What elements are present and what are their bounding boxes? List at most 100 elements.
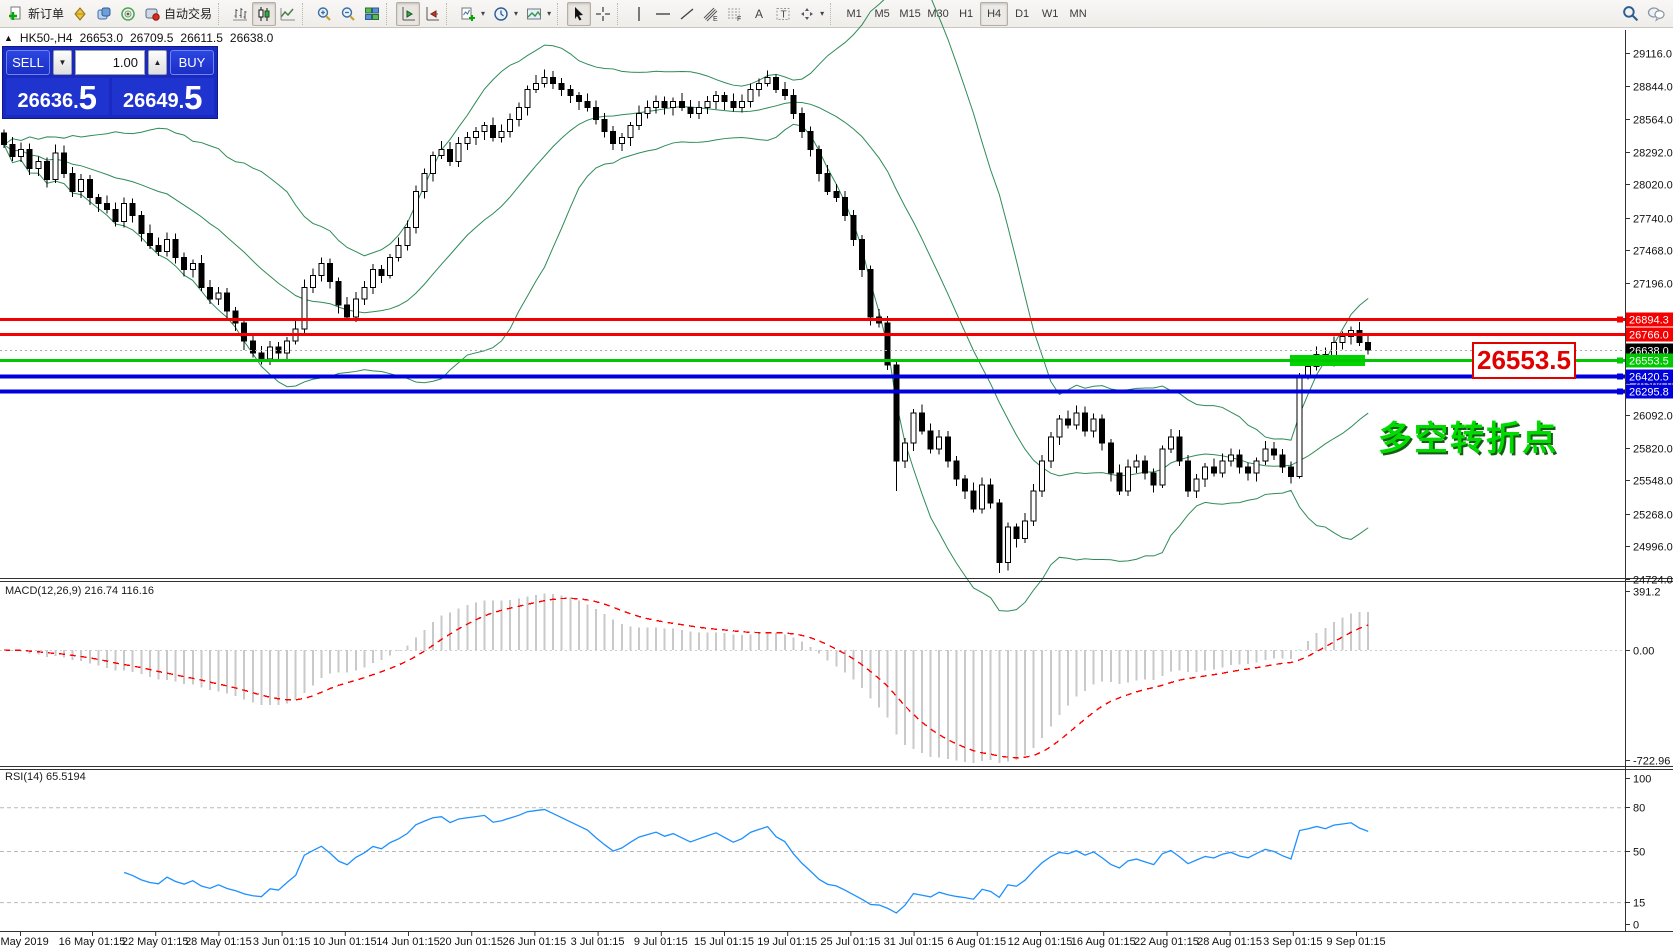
svg-text:3 Jul 01:15: 3 Jul 01:15	[571, 936, 625, 948]
svg-text:22 Aug 01:15: 22 Aug 01:15	[1134, 936, 1199, 948]
new-order-button[interactable]: 新订单	[4, 2, 68, 26]
price-axis[interactable]: 29116.0 28844.0 28564.0 28292.0 28020.0 27740…	[1625, 49, 1673, 932]
svg-text:391.2: 391.2	[1633, 587, 1661, 599]
fibonacci-icon: F	[728, 8, 741, 22]
sell-price[interactable]: 26636. 5	[6, 78, 109, 115]
tile-windows-button[interactable]	[360, 2, 384, 26]
rsi-panel	[0, 807, 1625, 914]
horizontal-line-icon	[656, 12, 671, 15]
tf-h1[interactable]: H1	[959, 7, 974, 20]
arrows-menu-button[interactable]: ▾	[795, 2, 828, 26]
svg-text:26 Jun 01:15: 26 Jun 01:15	[503, 936, 567, 948]
volume-input[interactable]: 1.00	[75, 50, 145, 75]
signals-button[interactable]	[116, 2, 140, 26]
sell-price-big-digit: 5	[78, 79, 98, 116]
buy-button[interactable]: BUY	[170, 50, 214, 75]
tf-mn[interactable]: MN	[1069, 7, 1087, 20]
zoom-out-button[interactable]	[336, 2, 360, 26]
svg-text:20 Jun 01:15: 20 Jun 01:15	[439, 936, 503, 948]
text-label-icon: T	[776, 7, 790, 20]
line-chart-button[interactable]	[276, 2, 300, 26]
svg-text:26766.0: 26766.0	[1629, 330, 1669, 342]
indicators-icon	[461, 7, 476, 21]
zoom-out-icon	[341, 6, 355, 21]
fibonacci-button[interactable]: F	[723, 2, 747, 26]
svg-text:10 Jun 01:15: 10 Jun 01:15	[313, 936, 377, 948]
bar-chart-button[interactable]	[228, 2, 252, 26]
periods-clock-icon	[494, 6, 508, 21]
buy-price[interactable]: 26649. 5	[111, 78, 214, 115]
svg-text:16 Aug 01:15: 16 Aug 01:15	[1071, 936, 1136, 948]
svg-text:25268.0: 25268.0	[1633, 510, 1673, 522]
terminal-button[interactable]	[92, 2, 116, 26]
tf-h4[interactable]: H4	[980, 1, 1009, 26]
cursor-button[interactable]	[567, 1, 592, 26]
rsi-label: RSI(14) 65.5194	[5, 771, 86, 783]
buy-price-main: 26649	[122, 90, 179, 112]
line-chart-icon	[280, 7, 296, 20]
svg-text:16 May 01:15: 16 May 01:15	[59, 936, 126, 948]
svg-text:22 May 01:15: 22 May 01:15	[122, 936, 189, 948]
toolbar-separator	[302, 2, 310, 25]
tf-m5[interactable]: M5	[874, 7, 890, 20]
vertical-line-icon	[638, 6, 640, 21]
svg-text:26092.0: 26092.0	[1633, 411, 1673, 423]
macd-label: MACD(12,26,9) 216.74 116.16	[5, 585, 154, 597]
toolbar-separator	[557, 2, 565, 25]
crosshair-icon	[596, 6, 611, 21]
search-button[interactable]	[1618, 2, 1643, 26]
symbol-period: HK50-,H4	[19, 31, 73, 45]
channel-button[interactable]: E	[699, 2, 723, 26]
text-label-button[interactable]: T	[771, 2, 795, 26]
crosshair-button[interactable]	[591, 2, 615, 26]
dropdown-caret-icon: ▾	[481, 9, 486, 18]
periods-menu-button[interactable]: ▾	[489, 2, 522, 26]
svg-text:26420.5: 26420.5	[1629, 372, 1669, 384]
price-callout-box[interactable]: 26553.5	[1472, 342, 1576, 379]
vertical-line-button[interactable]	[627, 2, 651, 26]
svg-text:29116.0: 29116.0	[1633, 49, 1672, 61]
svg-text:25548.0: 25548.0	[1633, 476, 1673, 488]
text-button[interactable]: A	[747, 2, 771, 26]
svg-text:28292.0: 28292.0	[1633, 148, 1673, 160]
svg-text:100: 100	[1633, 774, 1651, 786]
sell-button[interactable]: SELL	[6, 50, 50, 75]
svg-text:T: T	[781, 9, 787, 20]
equidistant-channel-icon: E	[703, 7, 718, 22]
tf-m30[interactable]: M30	[927, 7, 949, 20]
one-click-trading-panel: SELL ▼ 1.00 ▲ BUY 26636. 5 26649. 5	[2, 46, 218, 119]
svg-text:6 Aug 01:15: 6 Aug 01:15	[947, 936, 1006, 948]
auto-trading-button[interactable]: 自动交易	[140, 2, 216, 26]
trendline-button[interactable]	[675, 2, 699, 26]
chat-button[interactable]	[1643, 2, 1669, 26]
tf-m1[interactable]: M1	[846, 7, 862, 20]
auto-scroll-button[interactable]	[396, 1, 421, 26]
svg-text:19 Jul 01:15: 19 Jul 01:15	[757, 936, 817, 948]
price-level-tags: 26894.326766.026638.026553.526420.526295…	[1617, 312, 1673, 399]
cursor-icon	[575, 6, 584, 20]
metaeditor-button[interactable]	[68, 2, 92, 26]
indicators-menu-button[interactable]: ▾	[456, 2, 489, 26]
candle-chart-button[interactable]	[252, 1, 277, 26]
horizontal-line-button[interactable]	[651, 2, 675, 26]
tf-d1[interactable]: D1	[1015, 7, 1030, 20]
svg-text:F: F	[737, 16, 741, 22]
chart-shift-button[interactable]	[420, 2, 444, 26]
panel-frame-lines	[0, 30, 1673, 932]
toolbar-separator	[218, 2, 226, 25]
volume-increase-button[interactable]: ▲	[148, 50, 167, 75]
tf-w1[interactable]: W1	[1041, 7, 1059, 20]
volume-decrease-button[interactable]: ▼	[53, 50, 72, 75]
svg-text:50: 50	[1633, 847, 1645, 859]
dropdown-caret-icon: ▾	[820, 9, 825, 18]
svg-text:0: 0	[1633, 920, 1639, 932]
zoom-in-button[interactable]	[312, 2, 336, 26]
candle-chart-icon	[258, 6, 270, 21]
templates-menu-button[interactable]: ▾	[522, 2, 555, 26]
toolbar-separator	[830, 2, 838, 25]
one-click-toggle-icon[interactable]: ▲	[4, 33, 13, 43]
new-order-label: 新订单	[28, 7, 65, 21]
tf-m15[interactable]: M15	[899, 7, 921, 20]
